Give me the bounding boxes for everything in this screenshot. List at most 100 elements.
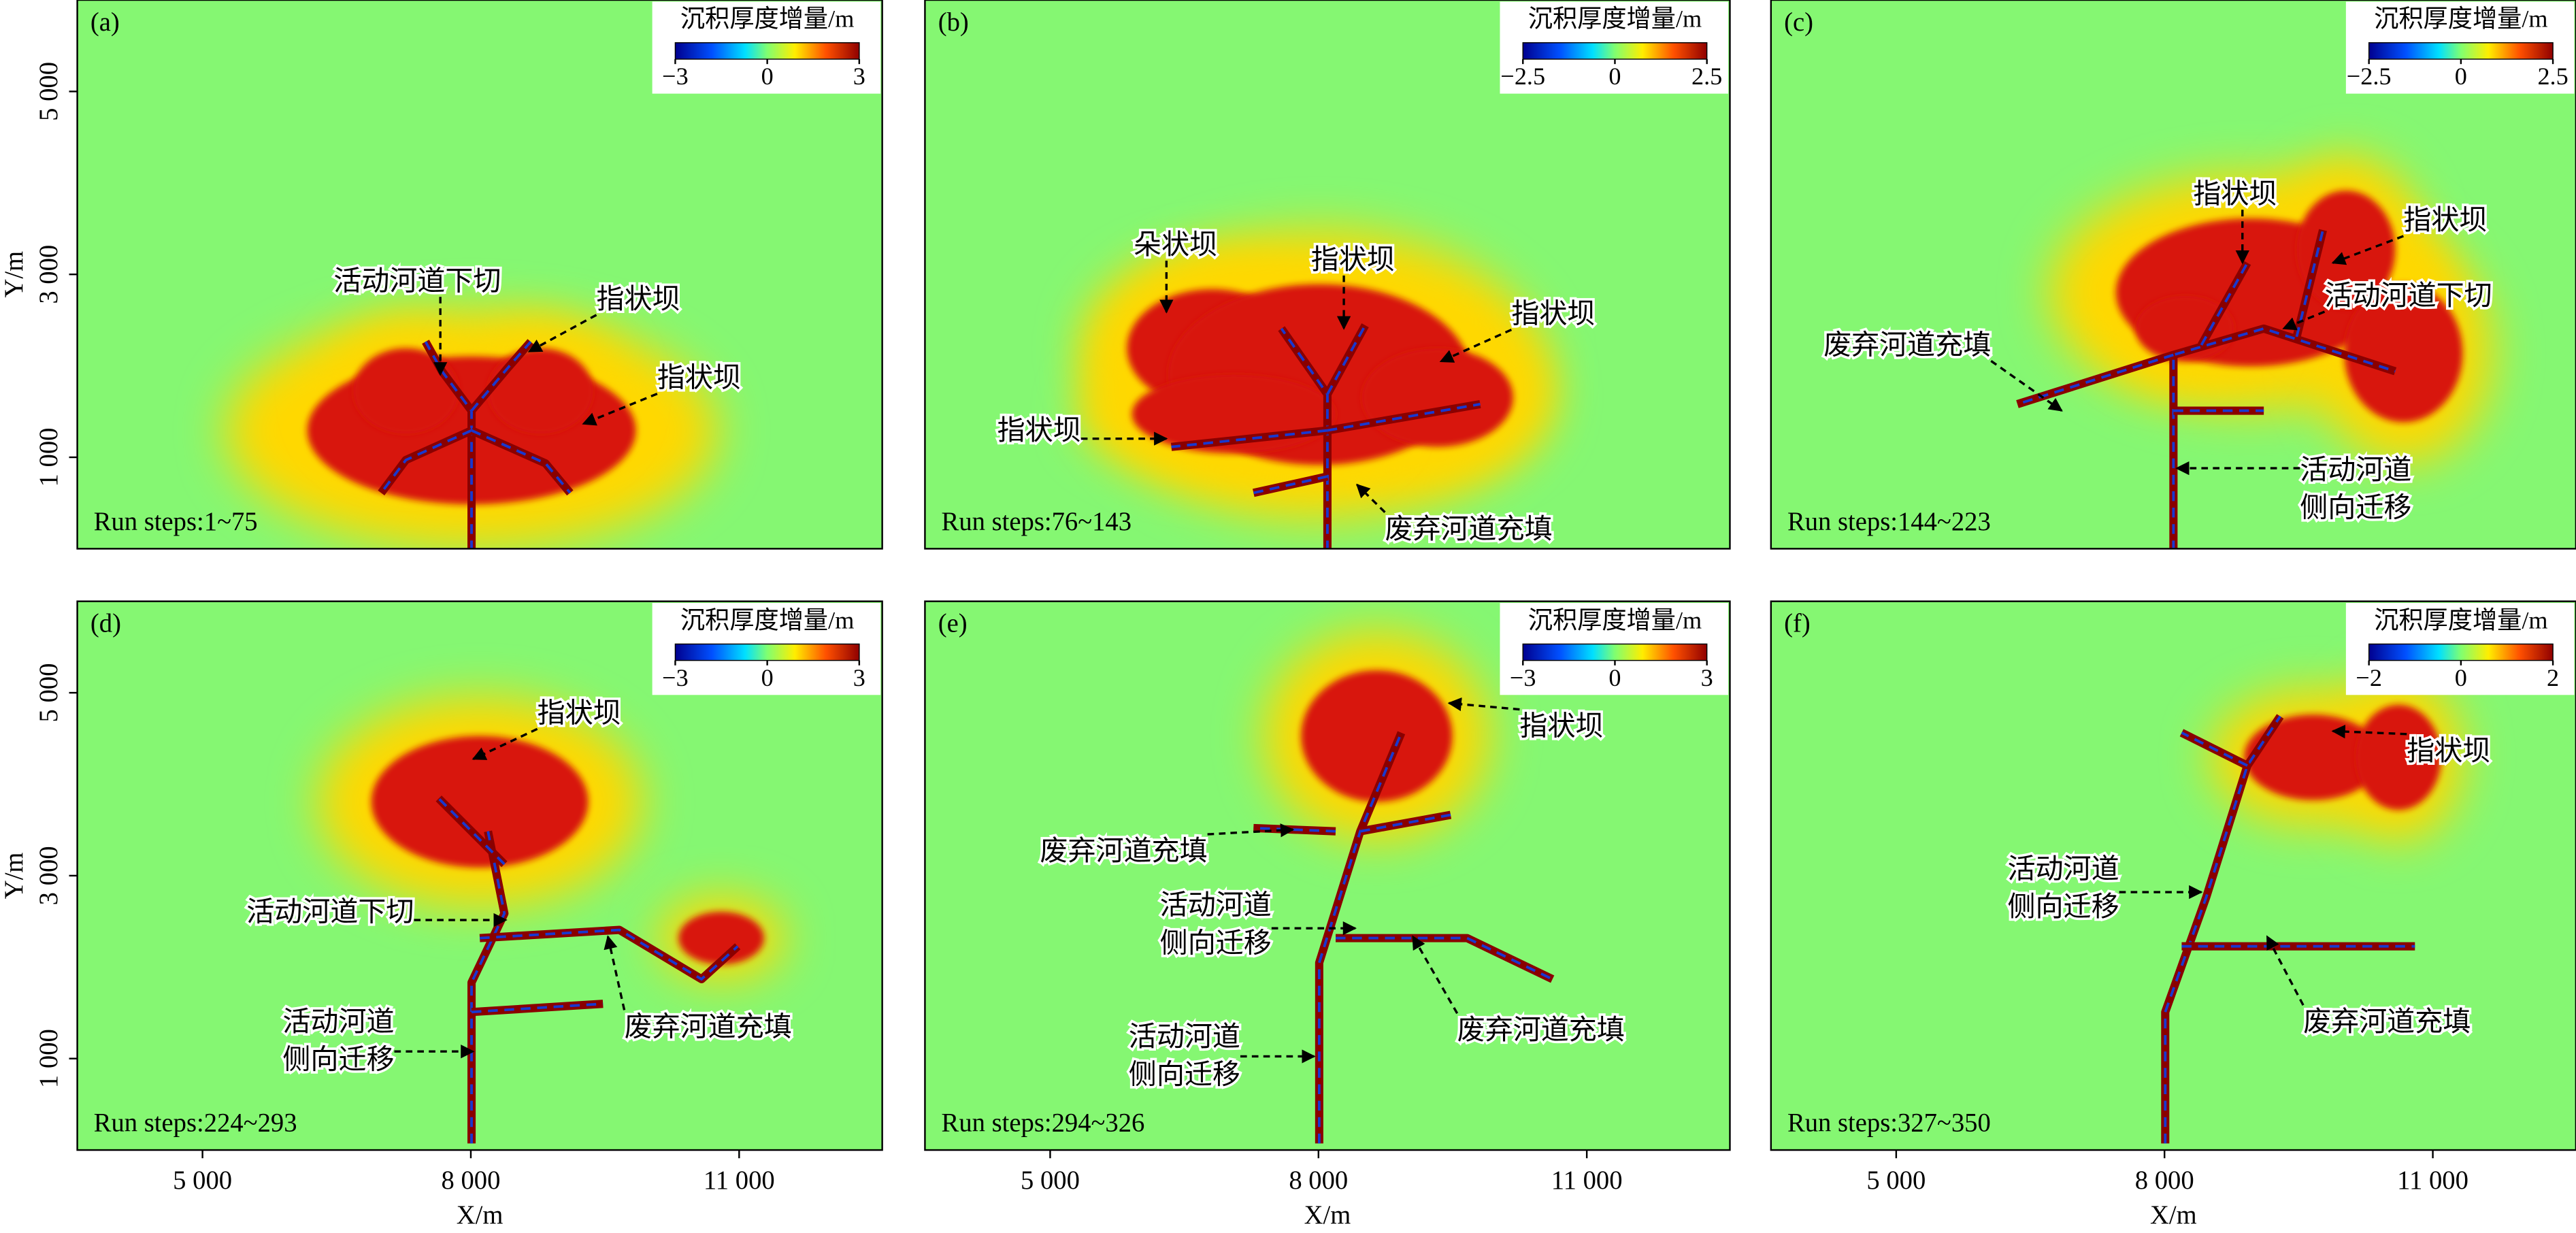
annotation: 废弃河道充填 (1821, 326, 2063, 412)
annotation-arrow (1439, 329, 1513, 363)
y-tick-label: 3 000 (35, 245, 63, 304)
annotation-arrow (1447, 697, 1520, 712)
annotation-text: 指状坝 (538, 696, 621, 729)
run-steps: Run steps:294~326 (942, 1109, 1145, 1138)
deposit-lobe (2356, 704, 2441, 810)
annotation: 废弃河道充填 (604, 935, 794, 1045)
panel: (e) Run steps:294~326 沉积厚度增量/m −3 0 3 5 000 8 0… (924, 600, 1731, 1230)
panel-label: (c) (1784, 8, 1813, 37)
colorbar-title: 沉积厚度增量/m (2374, 606, 2547, 634)
plot-frame (924, 600, 1731, 1151)
deposit-lobe (353, 348, 459, 434)
deposit-lobe (1301, 670, 1453, 802)
annotation-text: 指状坝 (997, 414, 1081, 446)
deposit-lobe (1361, 348, 1513, 447)
x-axis-label: X/m (1304, 1201, 1351, 1230)
annotation: 指状坝 (527, 280, 682, 353)
run-steps: Run steps:327~350 (1787, 1109, 1991, 1138)
run-steps: Run steps:76~143 (942, 508, 1132, 536)
annotation-text: 指状坝 (1511, 297, 1595, 330)
deposit-lobe (371, 736, 589, 868)
panel-label: (d) (90, 610, 121, 638)
colorbar-tick-label: 3 (853, 63, 865, 90)
annotation-text: 指状坝 (657, 361, 741, 394)
channel-axis (1253, 475, 1328, 495)
deposits (2161, 673, 2463, 1144)
annotation: 指状坝 (1308, 240, 1398, 330)
channel-axis (2164, 715, 2281, 1144)
annotation-arrow (1207, 823, 1295, 838)
x-tick-label: 11 000 (2397, 1166, 2468, 1195)
colorbar-tick-label: 0 (761, 664, 774, 691)
colorbar-tick-label: −2.5 (1500, 63, 1545, 90)
panel-label: (f) (1784, 610, 1811, 638)
x-tick-label: 8 000 (2135, 1166, 2194, 1195)
annotation-arrow (604, 935, 626, 1010)
annotation-arrow (2266, 935, 2305, 1006)
annotation-arrow (1355, 483, 1386, 514)
annotation: 指状坝 (2331, 725, 2493, 769)
annotation-text: 活动河道 (2300, 453, 2411, 486)
panel-label: (e) (938, 610, 968, 638)
deposits (1253, 631, 1555, 1144)
deposit-lobe (2244, 714, 2382, 800)
channel-axis (1326, 325, 1367, 395)
colorbar-tick-label: 0 (1608, 664, 1621, 691)
annotation-text: 指状坝 (1311, 243, 1395, 276)
colorbar-title: 沉积厚度增量/m (1528, 606, 1702, 634)
deposit-lobe (2344, 284, 2463, 423)
annotation: 废弃河道充填 (2266, 935, 2473, 1040)
y-tick-label: 5 000 (35, 663, 63, 723)
channel-axis (470, 340, 532, 412)
annotation: 指状坝 (1439, 295, 1598, 363)
annotation-text: 侧向迁移 (2008, 890, 2119, 923)
colorbar-tick-label: 0 (2455, 664, 2467, 691)
annotation-text: 朵状坝 (1134, 228, 1217, 261)
y-tick-label: 1 000 (35, 1029, 63, 1088)
panel: (d) Run steps:224~293 沉积厚度增量/m −3 0 3 5 000 8 0… (0, 600, 883, 1230)
colorbar-title: 沉积厚度增量/m (1528, 5, 1702, 33)
plot-frame (924, 0, 1731, 550)
annotation: 活动河道下切 (244, 893, 508, 930)
annotation: 朵状坝 (1131, 226, 1220, 314)
annotation-arrow (2282, 310, 2326, 331)
colorbar-tick-label: 3 (1701, 664, 1713, 691)
annotation-text: 活动河道下切 (2324, 279, 2492, 312)
annotation-text: 指状坝 (1519, 710, 1603, 742)
annotation-arrow (527, 314, 597, 353)
colorbar (674, 643, 860, 661)
colorbar (2368, 42, 2554, 60)
deposits (225, 312, 719, 549)
annotation-text: 侧向迁移 (282, 1043, 394, 1076)
y-tick-label: 3 000 (35, 846, 63, 905)
channel-axis (1253, 826, 1336, 833)
annotation: 废弃河道充填 (1038, 823, 1295, 870)
annotation-arrow (2331, 725, 2407, 739)
channel-fill (435, 795, 508, 868)
annotation-arrow (2331, 235, 2404, 265)
run-steps: Run steps:144~223 (1787, 508, 1991, 536)
run-steps: Run steps:224~293 (94, 1109, 297, 1138)
x-tick-label: 5 000 (173, 1166, 232, 1195)
colorbar-tick-label: −3 (1510, 664, 1536, 691)
annotation-text: 活动河道下切 (246, 895, 414, 927)
channel-fill (1359, 810, 1452, 836)
annotation: 活动河道下切 (331, 262, 503, 376)
colorbar-title: 沉积厚度增量/m (680, 5, 854, 33)
channel-axis (1171, 429, 1328, 448)
panel-label: (b) (938, 8, 969, 37)
y-tick-label: 5 000 (35, 62, 63, 121)
colorbar-tick-label: 0 (761, 63, 774, 90)
annotation: 废弃河道充填 (1355, 483, 1555, 547)
annotation-text: 活动河道 (2008, 853, 2119, 885)
annotation-arrow (582, 393, 658, 426)
colorbar (674, 42, 860, 60)
annotation: 活动河道下切 (2282, 276, 2494, 331)
